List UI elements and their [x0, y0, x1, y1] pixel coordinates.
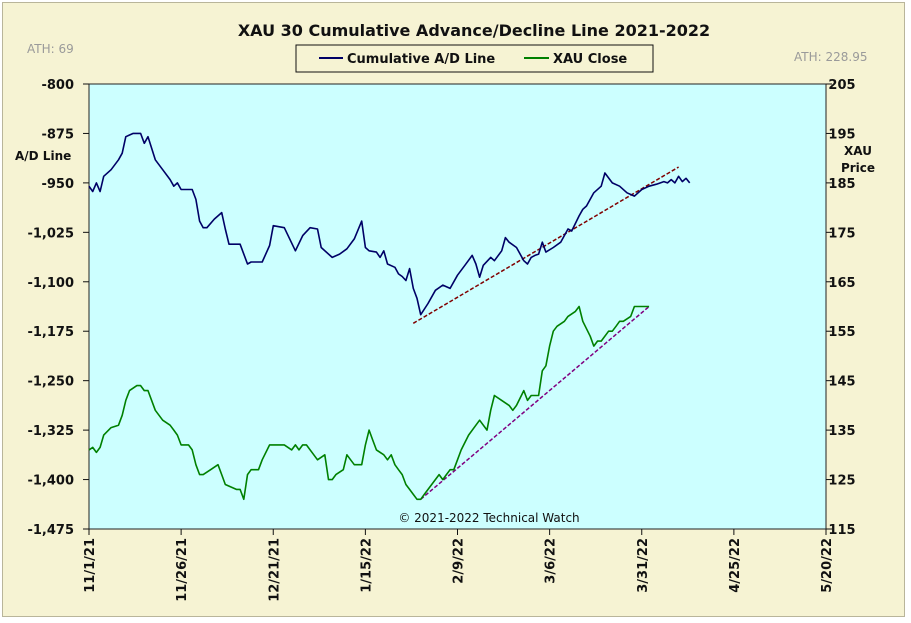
- trendline: [420, 305, 650, 500]
- left-tick-label: -1,175: [27, 325, 74, 340]
- x-axis: 11/1/21 11/26/21 12/21/21 1/15/22 2/9/22 3/6/…: [83, 529, 835, 602]
- ad-line-series: [88, 132, 691, 316]
- left-tick-label: -1,475: [27, 523, 74, 538]
- legend-label-ad: Cumulative A/D Line: [347, 52, 495, 67]
- left-axis: -800 -875 -950 -1,025 -1,100 -1,175 -1,250 -1,3…: [27, 78, 89, 538]
- left-tick-label: -1,100: [27, 276, 74, 291]
- chart-title: XAU 30 Cumulative Advance/Decline Line 2…: [238, 21, 710, 40]
- right-axis-label-line2: Price: [841, 161, 875, 175]
- right-tick-label: 145: [828, 375, 855, 390]
- right-tick-label: 165: [828, 276, 855, 291]
- x-tick-label: 4/25/22: [728, 538, 743, 593]
- x-tick-label: 2/9/22: [452, 538, 467, 584]
- right-tick-label: 125: [828, 474, 855, 489]
- x-tick-label: 12/21/21: [267, 538, 282, 602]
- x-tick-label: 3/31/22: [636, 538, 651, 593]
- trendline: [412, 166, 679, 324]
- ath-left: ATH: 69: [27, 42, 74, 56]
- legend-label-xau: XAU Close: [553, 52, 627, 67]
- x-tick-label: 5/20/22: [820, 538, 835, 593]
- right-axis: 205 195 185 175 165 155 145 135 125 115: [826, 78, 856, 538]
- x-tick-label: 11/1/21: [83, 538, 98, 593]
- trendlines: [412, 166, 679, 500]
- left-tick-label: -875: [41, 127, 74, 142]
- right-tick-label: 115: [828, 523, 855, 538]
- x-tick-label: 3/6/22: [544, 538, 559, 584]
- x-tick-label: 11/26/21: [175, 538, 190, 602]
- left-tick-label: -1,250: [27, 375, 74, 390]
- ath-right: ATH: 228.95: [794, 50, 867, 64]
- right-axis-label-line1: XAU: [844, 144, 872, 158]
- left-tick-label: -1,400: [27, 474, 74, 489]
- left-tick-label: -800: [41, 78, 74, 93]
- left-tick-label: -1,325: [27, 424, 74, 439]
- right-tick-label: 175: [828, 226, 855, 241]
- right-tick-label: 135: [828, 424, 855, 439]
- left-axis-label: A/D Line: [15, 149, 71, 163]
- plot-area: [88, 83, 827, 530]
- x-tick-label: 1/15/22: [359, 538, 374, 593]
- legend: Cumulative A/D Line XAU Close: [295, 44, 654, 73]
- right-tick-label: 185: [828, 177, 855, 192]
- xau-close-series: [88, 305, 650, 501]
- right-tick-label: 195: [828, 127, 855, 142]
- right-tick-label: 205: [828, 78, 855, 93]
- series-lines: [88, 132, 691, 501]
- copyright-text: © 2021-2022 Technical Watch: [398, 511, 579, 525]
- right-tick-label: 155: [828, 325, 855, 340]
- left-tick-label: -950: [41, 177, 74, 192]
- left-tick-label: -1,025: [27, 226, 74, 241]
